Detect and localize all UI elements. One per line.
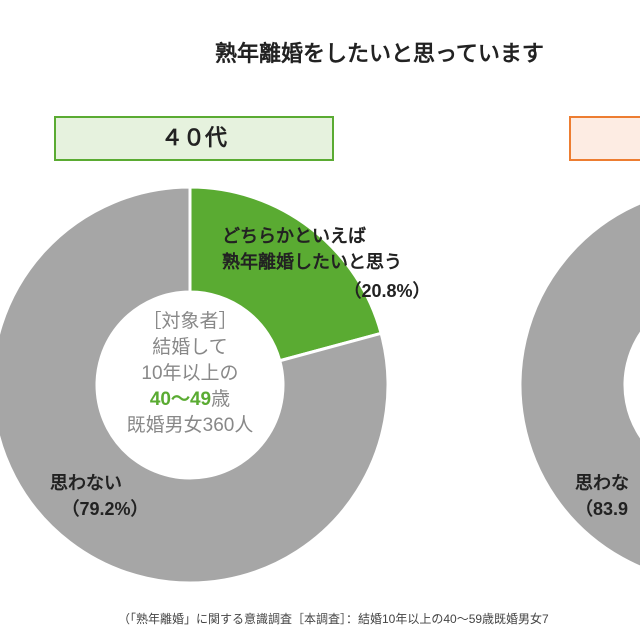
value-label: （20.8%） — [343, 281, 430, 301]
segment-label: 思わな — [575, 473, 629, 493]
group-label: ４０代 — [161, 125, 227, 150]
segment-label: どちらかといえば熟年離婚したいと思う — [222, 226, 402, 272]
center-text: 10年以上の — [141, 362, 238, 384]
label-line: 熟年離婚したいと思う — [222, 251, 402, 272]
value-label: （79.2%） — [61, 499, 148, 519]
label-box — [569, 116, 640, 161]
segment-label: 思わない — [50, 473, 122, 493]
label-line: どちらかといえば — [222, 226, 366, 246]
label-box — [54, 116, 334, 161]
value-label: （83.9 — [575, 499, 628, 519]
donut-segment — [518, 201, 640, 569]
center-text: ［対象者］ — [142, 310, 237, 332]
center-text: 既婚男女360人 — [127, 414, 254, 436]
title: 熟年離婚をしたいと思っています — [215, 41, 544, 66]
source: （「熟年離婚」に関する意識調査［本調査］：結婚10年以上の40～59歳既婚男女7 — [118, 611, 549, 626]
center-text: 結婚して — [152, 336, 227, 358]
donut-segment — [0, 185, 390, 585]
donut-segment — [188, 185, 383, 363]
center-age: 40〜49歳 — [150, 388, 230, 410]
age-range: 40〜49 — [150, 389, 211, 410]
age-suffix: 歳 — [211, 388, 230, 410]
